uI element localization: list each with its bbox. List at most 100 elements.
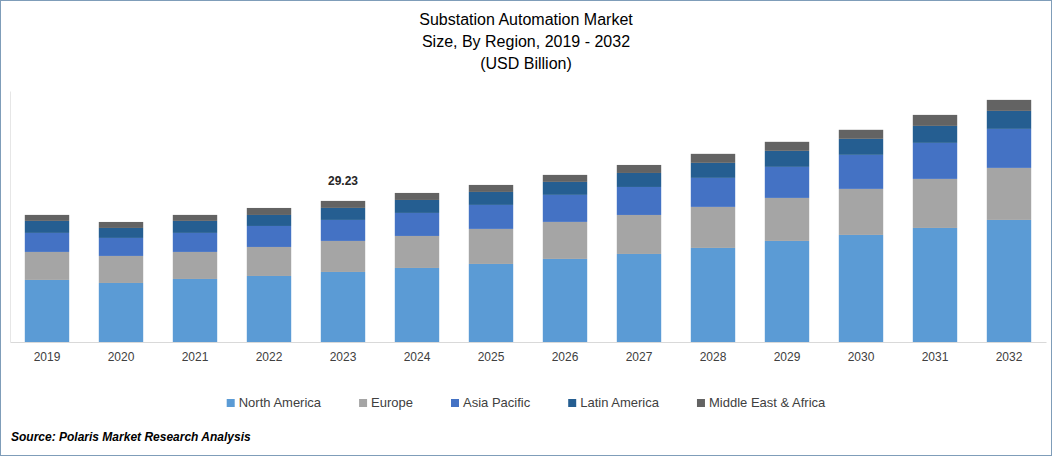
title-line: (USD Billion) — [480, 55, 572, 72]
x-tick: 2021 — [182, 342, 209, 364]
legend-item: Middle East & Africa — [697, 395, 826, 410]
bar — [247, 276, 291, 342]
bar — [99, 228, 143, 238]
title-line: Substation Automation Market — [419, 11, 633, 28]
bar — [321, 208, 365, 220]
bar — [247, 208, 291, 215]
x-tick: 2025 — [478, 342, 505, 364]
bar — [469, 264, 513, 342]
bar — [913, 143, 957, 179]
bar — [395, 213, 439, 236]
bar — [25, 252, 69, 280]
series-bars — [25, 100, 1031, 228]
bar — [839, 139, 883, 155]
legend-item: Europe — [359, 395, 413, 410]
legend-swatch — [359, 399, 367, 407]
bar — [913, 115, 957, 126]
x-tick-label: 2028 — [700, 350, 727, 364]
x-tick-label: 2025 — [478, 350, 505, 364]
legend-item: North America — [227, 395, 322, 410]
bar — [913, 126, 957, 143]
bar — [25, 221, 69, 233]
bar — [987, 100, 1031, 111]
legend-label: Middle East & Africa — [709, 395, 826, 410]
bar — [987, 168, 1031, 220]
bar — [691, 178, 735, 207]
x-tick: 2028 — [700, 342, 727, 364]
legend-label: Asia Pacific — [463, 395, 531, 410]
bar — [543, 175, 587, 182]
bar — [543, 259, 587, 342]
x-tick-label: 2030 — [848, 350, 875, 364]
bar — [173, 233, 217, 252]
bar — [839, 155, 883, 189]
bar — [987, 111, 1031, 129]
bar — [395, 268, 439, 342]
legend-label: Europe — [371, 395, 413, 410]
bar — [617, 173, 661, 187]
legend: North America Europe Asia Pacific Latin Ame… — [227, 395, 826, 410]
bars — [25, 100, 1031, 342]
bar — [247, 247, 291, 276]
bar — [25, 233, 69, 252]
x-tick: 2032 — [996, 342, 1023, 364]
bar — [469, 229, 513, 264]
legend-label: Latin America — [580, 395, 660, 410]
bar — [321, 241, 365, 272]
series-bars — [25, 220, 1031, 342]
bar — [765, 167, 809, 198]
bar — [839, 130, 883, 139]
x-axis: 2019202020212022202320242025202620272028… — [11, 342, 1047, 364]
bar — [543, 182, 587, 195]
x-tick-label: 2032 — [996, 350, 1023, 364]
x-tick-label: 2029 — [774, 350, 801, 364]
title-line: Size, By Region, 2019 - 2032 — [422, 33, 630, 50]
bar — [173, 215, 217, 221]
bar — [691, 154, 735, 163]
bar — [765, 198, 809, 241]
bar — [765, 241, 809, 342]
legend-swatch — [568, 399, 576, 407]
x-tick-label: 2019 — [34, 350, 61, 364]
x-tick: 2024 — [404, 342, 431, 364]
bar — [469, 205, 513, 229]
y-axis — [10, 92, 11, 343]
x-tick-label: 2021 — [182, 350, 209, 364]
bar — [617, 215, 661, 254]
bar — [691, 207, 735, 248]
bar — [839, 235, 883, 342]
bar — [543, 222, 587, 259]
bar — [395, 236, 439, 268]
x-tick-label: 2031 — [922, 350, 949, 364]
x-axis-line — [11, 342, 1047, 343]
x-tick-label: 2022 — [256, 350, 283, 364]
bar — [321, 220, 365, 241]
legend-label: North America — [239, 395, 322, 410]
x-tick: 2030 — [848, 342, 875, 364]
legend-swatch — [697, 399, 705, 407]
bar — [25, 280, 69, 342]
bar — [99, 256, 143, 283]
x-tick-label: 2026 — [552, 350, 579, 364]
bar — [99, 222, 143, 228]
x-tick: 2022 — [256, 342, 283, 364]
x-tick: 2019 — [34, 342, 61, 364]
bar — [247, 215, 291, 226]
legend-swatch — [227, 399, 235, 407]
chart: Substation Automation Market Size, By Reg… — [0, 0, 1052, 456]
bar — [617, 254, 661, 342]
bar — [99, 238, 143, 256]
x-tick: 2029 — [774, 342, 801, 364]
bar — [691, 248, 735, 342]
x-tick: 2023 — [330, 342, 357, 364]
source: Source: Polaris Market Research Analysis — [11, 430, 251, 444]
x-tick: 2020 — [108, 342, 135, 364]
bar — [25, 215, 69, 221]
bar — [987, 220, 1031, 342]
series-bars — [25, 111, 1031, 238]
bar — [765, 151, 809, 167]
bar — [913, 179, 957, 228]
bar — [395, 193, 439, 200]
bar — [469, 185, 513, 192]
x-tick-label: 2024 — [404, 350, 431, 364]
